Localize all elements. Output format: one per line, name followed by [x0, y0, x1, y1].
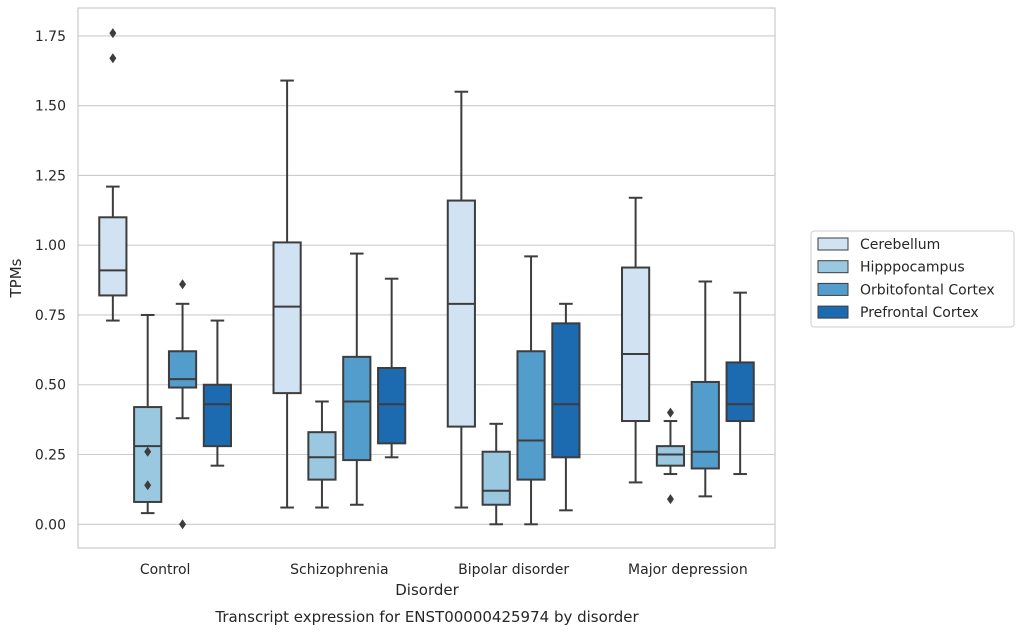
box-group [202, 319, 232, 467]
box [98, 216, 128, 297]
box-group [516, 255, 546, 526]
box [690, 380, 720, 470]
chart-title: Transcript expression for ENST0000042597… [214, 608, 639, 626]
y-axis-ticks: 0.00 0.25 0.50 0.75 1.00 1.25 1.50 1.75 [35, 29, 66, 533]
outlier-marker [109, 28, 117, 39]
box-group [98, 28, 128, 322]
box-group [690, 280, 720, 498]
box [307, 431, 337, 481]
legend-swatch [817, 260, 849, 274]
y-tick-label: 0.75 [35, 308, 66, 324]
legend-swatch [817, 282, 849, 296]
box-group [307, 400, 337, 509]
box [725, 361, 755, 423]
box [202, 383, 232, 448]
x-axis-title: Disorder [395, 581, 459, 599]
outlier-marker [666, 407, 674, 418]
y-tick-label: 1.75 [35, 29, 66, 45]
box [342, 355, 372, 462]
box-group [655, 407, 686, 505]
outlier-marker [179, 519, 187, 530]
legend-label: Prefrontal Cortex [860, 305, 979, 321]
y-tick-label: 0.50 [35, 378, 66, 394]
legend-label: Cerebellum [860, 237, 940, 253]
outlier-marker [144, 480, 152, 491]
x-tick-label: Control [140, 562, 191, 578]
x-tick-label: Schizophrenia [290, 562, 388, 578]
box [167, 350, 198, 389]
box [621, 266, 651, 423]
y-tick-label: 1.50 [35, 99, 66, 115]
box-group [725, 291, 755, 476]
box-group [481, 422, 511, 526]
y-axis-title: TPMs [7, 258, 25, 298]
x-axis-ticks: Control Schizophrenia Bipolar disorder Majo… [140, 562, 748, 578]
box-group [272, 79, 302, 509]
outlier-marker [109, 53, 117, 64]
legend-label: Hipppocampus [860, 260, 965, 276]
outlier-marker [666, 494, 674, 505]
box [272, 241, 302, 395]
legend: Cerebellum Hipppocampus Orbitofontal Corte… [810, 230, 1015, 328]
legend-swatch [817, 305, 849, 319]
y-tick-label: 0.00 [35, 517, 66, 533]
outlier-marker [179, 279, 187, 290]
box-group [551, 302, 581, 512]
box [516, 350, 546, 481]
y-tick-label: 0.25 [35, 448, 66, 464]
box [377, 367, 407, 445]
legend-frame [810, 230, 1015, 328]
box [481, 450, 511, 506]
box-group [377, 277, 407, 459]
legend-label: Orbitofontal Cortex [860, 282, 995, 298]
box-groups [98, 28, 755, 530]
box-group [446, 90, 476, 509]
box-group [167, 279, 198, 530]
y-tick-label: 1.00 [35, 238, 66, 254]
box [655, 445, 686, 467]
box-group [342, 252, 372, 506]
box [551, 322, 581, 459]
x-tick-label: Major depression [628, 562, 748, 578]
legend-swatch [817, 237, 849, 251]
box-group [133, 313, 163, 515]
x-tick-label: Bipolar disorder [458, 562, 569, 578]
y-tick-label: 1.25 [35, 168, 66, 184]
outlier-marker [144, 446, 152, 457]
box [446, 199, 476, 428]
box-group [621, 196, 651, 484]
